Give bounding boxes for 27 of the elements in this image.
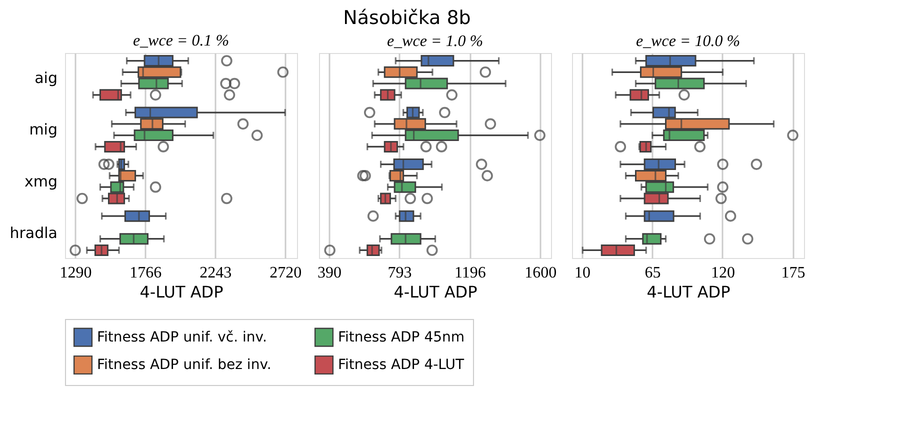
x-tick-label: 390 [317, 264, 342, 282]
x-tick-label: 175 [781, 264, 806, 282]
x-tick-label: 1600 [524, 264, 557, 282]
y-tick-label: aig [34, 68, 58, 87]
x-tick-label: 1290 [60, 264, 92, 282]
x-axis-title: 4-LUT ADP [140, 282, 224, 302]
legend-label: Fitness ADP unif. vč. inv. [97, 329, 267, 346]
chart-subtitle: e_wce = 0.1 % [132, 32, 230, 50]
legend-label: Fitness ADP 4-LUT [338, 357, 464, 373]
x-tick-label: 10 [574, 264, 590, 282]
y-tick-label: mig [29, 120, 58, 139]
y-tick-label: xmg [24, 172, 58, 190]
x-axis-title: 4-LUT ADP [394, 282, 478, 302]
x-tick-label: 120 [710, 264, 735, 282]
legend-label: Fitness ADP 45nm [338, 329, 465, 346]
y-tick-label: hradla [10, 224, 58, 242]
x-tick-label: 2243 [200, 264, 232, 282]
legend-label: Fitness ADP unif. bez inv. [97, 357, 272, 373]
chart-subtitle: e_wce = 1.0 % [386, 33, 484, 50]
x-tick-label: 793 [388, 264, 412, 282]
x-tick-label: 1196 [454, 264, 486, 282]
x-tick-label: 2720 [270, 264, 302, 282]
chart-subtitle: e_wce = 10.0 % [636, 33, 740, 50]
chart-title: Násobička 8b [343, 6, 471, 29]
x-tick-label: 1766 [130, 264, 162, 282]
x-axis-title: 4-LUT ADP [646, 282, 731, 302]
x-tick-label: 65 [644, 264, 661, 282]
